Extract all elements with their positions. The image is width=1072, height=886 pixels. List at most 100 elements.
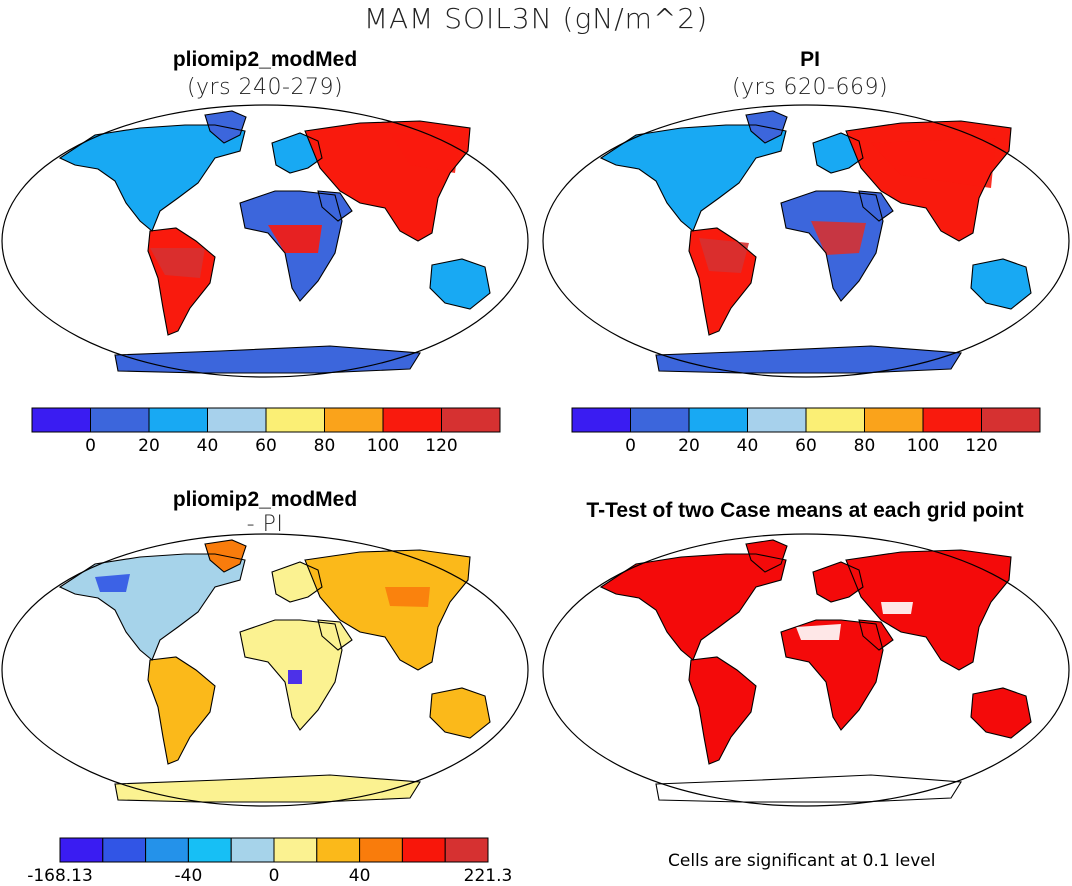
- australia-coastline: [429, 258, 491, 310]
- map-boundary: [542, 104, 1070, 378]
- colorbar-tick-label: 221.3: [463, 866, 513, 886]
- colorbar-tick-label: 120: [425, 436, 458, 456]
- antarctica-coastline: [655, 345, 962, 374]
- map-boundary: [1, 533, 529, 807]
- colorbar-tick-label: 0: [625, 436, 636, 456]
- map-panel-4: [542, 533, 1070, 807]
- colorbar-tick-label: 40: [348, 866, 371, 886]
- map-boundary: [1, 104, 529, 378]
- colorbar-panel-1: [31, 407, 501, 433]
- panel-1-subtitle: (yrs 240-279): [186, 75, 344, 100]
- colorbar-swatch-0: [31, 407, 91, 433]
- colorbar-swatch-5: [273, 837, 318, 863]
- north-america-coastline: [58, 124, 246, 232]
- asia-coastline: [845, 549, 1012, 671]
- panel-4-title: T-Test of two Case means at each grid po…: [586, 499, 1024, 522]
- panel-3-title: pliomip2_modMed: [172, 488, 358, 511]
- north-america-coastline: [58, 553, 246, 661]
- colorbar-swatch-0: [571, 407, 631, 433]
- south-america-coastline: [147, 227, 216, 336]
- colorbar-swatch-2: [148, 407, 208, 433]
- colorbar-tick-label: -168.13: [27, 866, 93, 886]
- asia-landmass: [305, 550, 470, 670]
- colorbar-swatch-3: [207, 407, 267, 433]
- colorbar-swatch-9: [444, 837, 489, 863]
- colorbar-panel-3: [59, 837, 489, 863]
- colorbar-tick-label: 0: [268, 866, 280, 886]
- north-america-landmass: [60, 125, 245, 231]
- colorbar-swatch-1: [90, 407, 150, 433]
- colorbar-tick-label: 80: [313, 436, 336, 456]
- field-patch-3: [786, 201, 871, 221]
- europe-coastline: [812, 561, 864, 603]
- figure-title: MAM SOIL3N (gN/m^2): [363, 2, 709, 35]
- colorbar-tick-label: 20: [138, 436, 160, 456]
- field-patch-1: [699, 238, 749, 273]
- australia-coastline: [970, 258, 1032, 310]
- africa-coastline: [239, 190, 343, 302]
- australia-landmass: [971, 259, 1031, 309]
- colorbar-swatch-3: [187, 837, 232, 863]
- colorbar-panel-2: [571, 407, 1041, 433]
- north-america-coastline: [599, 124, 787, 232]
- colorbar-swatch-5: [324, 407, 384, 433]
- field-patch-3: [385, 587, 430, 607]
- colorbar-swatch-8: [401, 837, 446, 863]
- colorbar-swatch-4: [265, 407, 325, 433]
- africa-coastline: [780, 190, 884, 302]
- colorbar-swatch-1: [630, 407, 690, 433]
- field-patch-1: [150, 248, 205, 278]
- colorbar-tick-label: 100: [366, 436, 400, 456]
- asia-coastline: [304, 120, 471, 242]
- map-panel-2: [542, 104, 1070, 378]
- colorbar-tick-label: 80: [853, 436, 876, 456]
- antarctica-landmass: [656, 346, 961, 373]
- field-patch-1: [95, 574, 130, 592]
- colorbar-swatch-7: [441, 407, 501, 433]
- australia-landmass: [971, 688, 1031, 738]
- arabia-coastline: [317, 619, 353, 651]
- north-america-landmass: [601, 125, 786, 231]
- australia-landmass: [430, 259, 490, 309]
- africa-coastline: [780, 619, 884, 731]
- field-patch-0: [245, 627, 338, 657]
- panel-1-title: pliomip2_modMed: [172, 48, 358, 71]
- asia-coastline: [845, 120, 1012, 242]
- south-america-coastline: [688, 227, 757, 336]
- south-america-landmass: [689, 657, 756, 764]
- antarctica-coastline: [114, 345, 421, 374]
- colorbar-swatch-6: [922, 407, 982, 433]
- asia-coastline: [304, 549, 471, 671]
- greenland-coastline: [745, 539, 788, 573]
- arabia-coastline: [858, 190, 894, 222]
- colorbar-tick-label: 100: [906, 436, 940, 456]
- australia-coastline: [429, 687, 491, 739]
- field-patch-3: [245, 201, 330, 221]
- field-patch-2: [811, 221, 866, 255]
- south-america-landmass: [148, 657, 215, 764]
- asia-landmass: [846, 550, 1011, 670]
- colorbar-swatch-1: [102, 837, 147, 863]
- colorbar-swatch-5: [864, 407, 924, 433]
- colorbar-swatch-3: [747, 407, 807, 433]
- greenland-coastline: [204, 539, 247, 573]
- panel-2-subtitle: (yrs 620-669): [731, 75, 889, 100]
- field-patch-0: [796, 624, 841, 640]
- north-america-coastline: [599, 553, 787, 661]
- field-patch-0: [871, 138, 996, 188]
- colorbar-tick-label: 60: [255, 436, 277, 456]
- panel-3-subtitle: - PI: [246, 512, 284, 537]
- colorbar-swatch-4: [805, 407, 865, 433]
- colorbar-tick-label: 20: [678, 436, 700, 456]
- north-america-landmass: [601, 554, 786, 660]
- field-patch-1: [881, 602, 913, 614]
- colorbar-swatch-6: [382, 407, 442, 433]
- africa-coastline: [239, 619, 343, 731]
- antarctica-landmass: [656, 775, 961, 802]
- australia-coastline: [970, 687, 1032, 739]
- south-america-coastline: [688, 656, 757, 765]
- antarctica-coastline: [114, 774, 421, 803]
- colorbar-swatch-7: [359, 837, 403, 863]
- panel-2-title: PI: [800, 48, 820, 71]
- greenland-coastline: [745, 110, 788, 144]
